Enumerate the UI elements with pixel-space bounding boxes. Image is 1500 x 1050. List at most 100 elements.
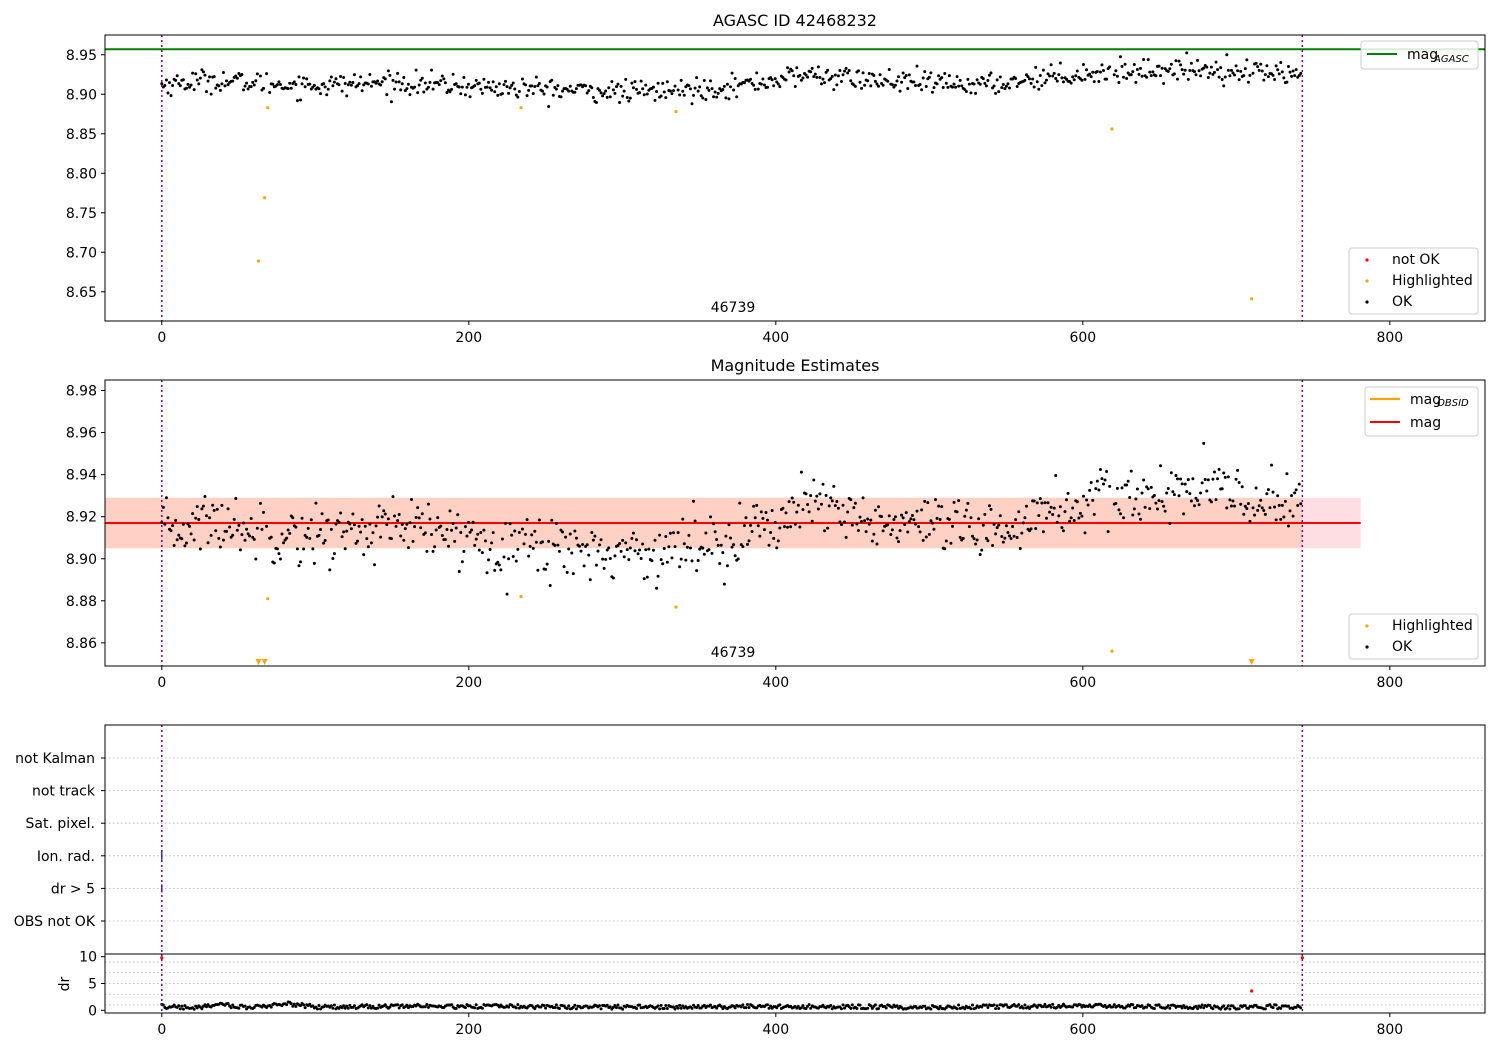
- data-point: [517, 531, 521, 535]
- data-point: [453, 539, 457, 543]
- data-point: [1276, 68, 1280, 72]
- data-point: [676, 88, 680, 92]
- data-point: [1237, 78, 1241, 82]
- data-point: [351, 512, 355, 516]
- y-tick-label: Ion. rad.: [37, 849, 95, 865]
- data-point: [1251, 506, 1255, 510]
- data-point: [881, 529, 885, 533]
- data-point: [542, 1003, 546, 1007]
- data-point: [1263, 512, 1267, 516]
- data-point: [573, 529, 577, 533]
- data-point: [1015, 535, 1019, 539]
- data-point: [331, 556, 335, 560]
- data-point: [1140, 491, 1144, 495]
- data-point: [716, 91, 720, 95]
- data-point: [303, 1006, 307, 1010]
- data-point: [937, 74, 941, 78]
- data-point: [1245, 58, 1249, 62]
- data-point: [536, 568, 540, 572]
- data-point: [1072, 78, 1076, 82]
- data-point: [201, 70, 205, 74]
- data-point: [645, 92, 649, 96]
- data-point: [1163, 509, 1167, 513]
- data-point: [1100, 63, 1104, 67]
- data-point: [479, 87, 483, 91]
- data-point: [958, 78, 962, 82]
- data-point: [181, 1007, 185, 1011]
- data-point: [405, 1003, 409, 1007]
- data-point: [1271, 73, 1275, 77]
- data-point: [747, 539, 751, 543]
- legend-top: mag OBSID mag: [1364, 386, 1479, 437]
- data-point: [520, 527, 524, 531]
- data-point: [189, 83, 193, 87]
- data-point: [873, 1003, 877, 1007]
- data-point: [402, 76, 406, 80]
- data-point: [741, 545, 745, 549]
- data-point: [918, 83, 922, 87]
- data-point: [1117, 508, 1121, 512]
- point-highlighted: [1250, 297, 1254, 301]
- data-point: [1180, 1006, 1184, 1010]
- data-point: [978, 82, 982, 86]
- data-point: [967, 82, 971, 86]
- data-point: [692, 499, 696, 503]
- data-point: [1262, 78, 1266, 82]
- data-point: [647, 547, 651, 551]
- data-point: [1217, 75, 1221, 79]
- data-point: [510, 533, 514, 537]
- data-point: [231, 533, 235, 537]
- data-point: [235, 528, 239, 532]
- data-point: [1097, 80, 1101, 84]
- data-point: [1041, 530, 1045, 534]
- data-point: [337, 83, 341, 87]
- data-point: [792, 500, 796, 504]
- data-point: [1151, 70, 1155, 74]
- data-point: [932, 527, 936, 531]
- data-point: [702, 1003, 706, 1007]
- data-point: [1097, 488, 1101, 492]
- legend-highlighted-label: Highlighted: [1392, 273, 1473, 289]
- data-point: [297, 75, 301, 79]
- data-point: [920, 508, 924, 512]
- data-point: [359, 75, 363, 79]
- data-point: [524, 532, 528, 536]
- data-point: [369, 84, 373, 88]
- legend-mag-obsid-sub: OBSID: [1437, 398, 1469, 409]
- data-point: [246, 87, 250, 91]
- data-point: [801, 76, 805, 80]
- data-point: [1068, 519, 1072, 523]
- data-point: [1166, 486, 1170, 490]
- data-point: [995, 526, 999, 530]
- data-point: [1135, 487, 1139, 491]
- data-point: [1152, 494, 1156, 498]
- data-point: [1168, 1006, 1172, 1010]
- data-point: [1086, 503, 1090, 507]
- data-point: [209, 92, 213, 96]
- data-point: [1271, 1006, 1275, 1010]
- data-point: [225, 79, 229, 83]
- data-point: [1274, 64, 1278, 68]
- data-point: [1277, 503, 1281, 507]
- data-point: [467, 82, 471, 86]
- data-point: [1071, 75, 1075, 79]
- data-point: [1179, 63, 1183, 67]
- data-point: [317, 87, 321, 91]
- data-point: [673, 84, 677, 88]
- data-point: [1283, 499, 1287, 503]
- data-point: [547, 105, 551, 109]
- data-point: [613, 1003, 617, 1007]
- data-point: [231, 79, 235, 83]
- data-point: [611, 88, 615, 92]
- data-point: [1233, 504, 1237, 508]
- data-point: [237, 523, 241, 527]
- data-point: [625, 95, 629, 99]
- data-point: [773, 77, 777, 81]
- data-point: [1254, 61, 1258, 65]
- data-point: [1266, 488, 1270, 492]
- data-point: [550, 518, 554, 522]
- data-point: [564, 535, 568, 539]
- data-point: [947, 74, 951, 78]
- data-point: [1276, 494, 1280, 498]
- data-point: [317, 533, 321, 537]
